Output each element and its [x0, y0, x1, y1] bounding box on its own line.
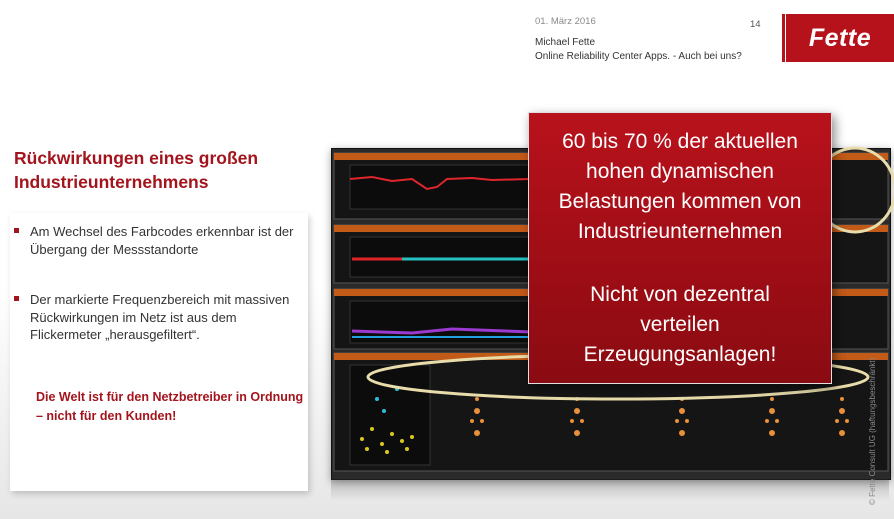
copyright-notice: © Fette Consult UG (haftungsbeschränkt) [868, 357, 877, 505]
callout-line-5: Nicht von dezentral [590, 283, 770, 306]
bullet-square-icon [14, 296, 19, 301]
screenshot-reflection [331, 479, 889, 501]
bullet-square-icon [14, 228, 19, 233]
fette-logo: Fette [786, 14, 894, 62]
logo-text: Fette [808, 23, 872, 52]
slide-number: 14 [750, 19, 761, 30]
text-panel [10, 213, 308, 491]
bullet-item-2: Der markierte Frequenzbereich mit massiv… [14, 291, 300, 344]
callout-line-1: 60 bis 70 % der aktuellen [562, 130, 798, 153]
slide-title: Rückwirkungen eines großen Industrieunte… [14, 146, 314, 194]
slide-title-line1: Rückwirkungen eines großen [14, 148, 259, 168]
callout-line-7: Erzeugungsanlagen! [583, 343, 777, 366]
bullet-text-2: Der markierte Frequenzbereich mit massiv… [30, 292, 290, 342]
presentation-subtitle: Online Reliability Center Apps. - Auch b… [535, 51, 742, 62]
slide-date: 01. März 2016 [535, 16, 596, 27]
slide-title-line2: Industrieunternehmens [14, 172, 209, 192]
bullet-text-1: Am Wechsel des Farbcodes erkennbar ist d… [30, 224, 294, 257]
callout-block-1: 60 bis 70 % der aktuellen hohen dynamisc… [529, 127, 831, 247]
callout-line-4: Industrieunternehmen [577, 220, 783, 243]
logo-accent-bar [782, 14, 785, 62]
callout-line-2: hohen dynamischen [586, 160, 774, 183]
callout-box: 60 bis 70 % der aktuellen hohen dynamisc… [528, 112, 832, 384]
author-name: Michael Fette [535, 37, 596, 48]
callout-line-6: verteilen [640, 313, 720, 336]
emphasis-text: Die Welt ist für den Netzbetreiber in Or… [36, 390, 304, 423]
callout-line-3: Belastungen kommen von [558, 190, 802, 213]
bullet-item-1: Am Wechsel des Farbcodes erkennbar ist d… [14, 223, 300, 258]
callout-block-2: Nicht von dezentral verteilen Erzeugungs… [529, 280, 831, 370]
